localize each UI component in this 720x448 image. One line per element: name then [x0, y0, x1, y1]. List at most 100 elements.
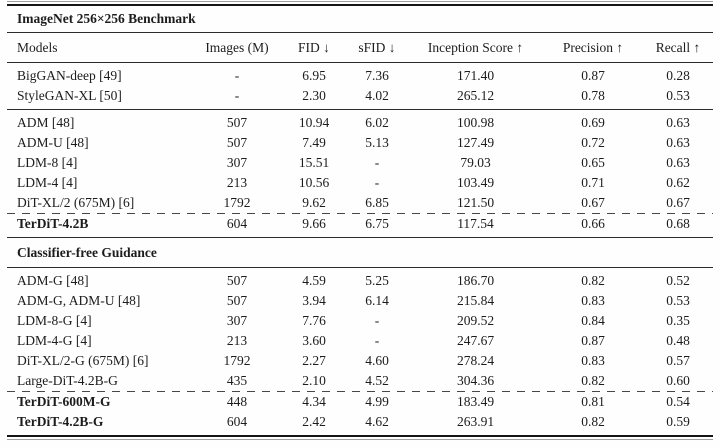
table-row: LDM-4-G [4] 213 3.60 - 247.67 0.87 0.48	[7, 331, 713, 351]
table-row-highlight: TerDiT-600M-G 448 4.34 4.99 183.49 0.81 …	[7, 392, 713, 412]
cell-models: TerDiT-4.2B	[17, 216, 89, 231]
group-gan-models: BigGAN-deep [49] - 6.95 7.36 171.40 0.87…	[7, 63, 713, 109]
rule-bottom	[7, 435, 713, 437]
cell-models: LDM-8 [4]	[17, 155, 78, 170]
cell-sfid: -	[374, 313, 380, 328]
table-row: StyleGAN-XL [50] - 2.30 4.02 265.12 0.78…	[7, 86, 713, 106]
cell-sfid: 4.52	[365, 373, 389, 388]
cell-recall: 0.68	[666, 216, 690, 231]
cell-fid: 2.30	[302, 88, 326, 103]
cell-precision: 0.72	[581, 135, 605, 150]
cell-images: 213	[226, 333, 248, 348]
cell-sfid: 4.62	[365, 414, 389, 429]
cell-precision: 0.71	[581, 175, 605, 190]
table-row: ADM-G [48] 507 4.59 5.25 186.70 0.82 0.5…	[7, 271, 713, 291]
cell-images: -	[234, 68, 240, 83]
cell-sfid: -	[374, 155, 380, 170]
cell-images: 507	[226, 293, 248, 308]
column-header-fid: FID ↓	[298, 39, 330, 55]
cell-images: 307	[226, 155, 248, 170]
cell-sfid: 7.36	[365, 68, 389, 83]
cell-recall: 0.48	[666, 333, 690, 348]
cell-sfid: 5.13	[365, 135, 389, 150]
cell-precision: 0.82	[581, 273, 605, 288]
column-header-inception-score: Inception Score ↑	[427, 39, 524, 55]
cell-recall: 0.52	[666, 273, 690, 288]
table-row: LDM-8 [4] 307 15.51 - 79.03 0.65 0.63	[7, 153, 713, 173]
table-row: BigGAN-deep [49] - 6.95 7.36 171.40 0.87…	[7, 66, 713, 86]
cell-inception-score: 79.03	[460, 155, 491, 170]
table-row: Large-DiT-4.2B-G 435 2.10 4.52 304.36 0.…	[7, 371, 713, 391]
cell-precision: 0.65	[581, 155, 605, 170]
cell-inception-score: 121.50	[456, 195, 495, 210]
cell-recall: 0.60	[666, 373, 690, 388]
table-row: DiT-XL/2-G (675M) [6] 1792 2.27 4.60 278…	[7, 351, 713, 371]
cell-recall: 0.63	[666, 155, 690, 170]
cell-models: LDM-4-G [4]	[17, 333, 92, 348]
cell-sfid: 6.85	[365, 195, 389, 210]
cell-models: ADM-G [48]	[17, 273, 89, 288]
cell-fid: 4.34	[302, 394, 326, 409]
cell-fid: 10.94	[298, 115, 330, 130]
cell-models: LDM-8-G [4]	[17, 313, 92, 328]
cell-fid: 10.56	[298, 175, 330, 190]
cell-precision: 0.78	[581, 88, 605, 103]
cell-fid: 6.95	[302, 68, 326, 83]
cell-inception-score: 100.98	[456, 115, 495, 130]
cell-precision: 0.87	[581, 68, 605, 83]
cell-images: 213	[226, 175, 248, 190]
cell-fid: 9.62	[302, 195, 326, 210]
rule-bottom-outer	[7, 439, 713, 440]
cell-models: DiT-XL/2 (675M) [6]	[17, 195, 135, 210]
cell-models: TerDiT-4.2B-G	[17, 414, 104, 429]
cell-sfid: 4.60	[365, 353, 389, 368]
cell-precision: 0.66	[581, 216, 605, 231]
cell-inception-score: 103.49	[456, 175, 495, 190]
cell-sfid: 6.14	[365, 293, 389, 308]
cell-models: ADM [48]	[17, 115, 75, 130]
cell-models: ADM-G, ADM-U [48]	[17, 293, 141, 308]
cell-fid: 7.49	[302, 135, 326, 150]
cell-models: Large-DiT-4.2B-G	[17, 373, 118, 388]
rule-mid-2	[7, 237, 713, 238]
rule-top	[7, 4, 713, 6]
cell-inception-score: 247.67	[456, 333, 495, 348]
cell-images: 1792	[223, 353, 251, 368]
group-cfg-models: ADM-G [48] 507 4.59 5.25 186.70 0.82 0.5…	[7, 268, 713, 435]
rule-below-title	[7, 32, 713, 33]
cell-fid: 2.10	[302, 373, 326, 388]
cell-images: 604	[226, 414, 248, 429]
cell-fid: 3.60	[302, 333, 326, 348]
cell-models: ADM-U [48]	[17, 135, 89, 150]
section-title-row: Classifier-free Guidance	[7, 238, 713, 267]
table-row: LDM-4 [4] 213 10.56 - 103.49 0.71 0.62	[7, 173, 713, 193]
dashed-rule-2	[7, 391, 713, 392]
rule-mid-1	[7, 109, 713, 110]
cell-models: LDM-4 [4]	[17, 175, 78, 190]
cell-fid: 15.51	[298, 155, 330, 170]
cell-sfid: 6.02	[365, 115, 389, 130]
cell-models: StyleGAN-XL [50]	[17, 88, 122, 103]
column-header-precision: Precision ↑	[562, 39, 624, 55]
cell-sfid: 4.02	[365, 88, 389, 103]
cell-images: 1792	[223, 195, 251, 210]
table-title-row: ImageNet 256×256 Benchmark	[7, 6, 713, 32]
cell-images: 507	[226, 115, 248, 130]
cell-recall: 0.59	[666, 414, 690, 429]
cell-images: 307	[226, 313, 248, 328]
cell-inception-score: 117.54	[457, 216, 494, 231]
cell-recall: 0.67	[666, 195, 690, 210]
dashed-rule-1	[7, 213, 713, 214]
cell-fid: 9.66	[302, 216, 326, 231]
cell-sfid: 5.25	[365, 273, 389, 288]
cell-recall: 0.53	[666, 293, 690, 308]
cell-inception-score: 209.52	[456, 313, 495, 328]
cell-recall: 0.28	[666, 68, 690, 83]
cell-recall: 0.63	[666, 135, 690, 150]
cell-inception-score: 304.36	[456, 373, 495, 388]
cell-recall: 0.35	[666, 313, 690, 328]
cell-recall: 0.63	[666, 115, 690, 130]
cell-inception-score: 186.70	[456, 273, 495, 288]
column-header-images: Images (M)	[205, 39, 269, 55]
